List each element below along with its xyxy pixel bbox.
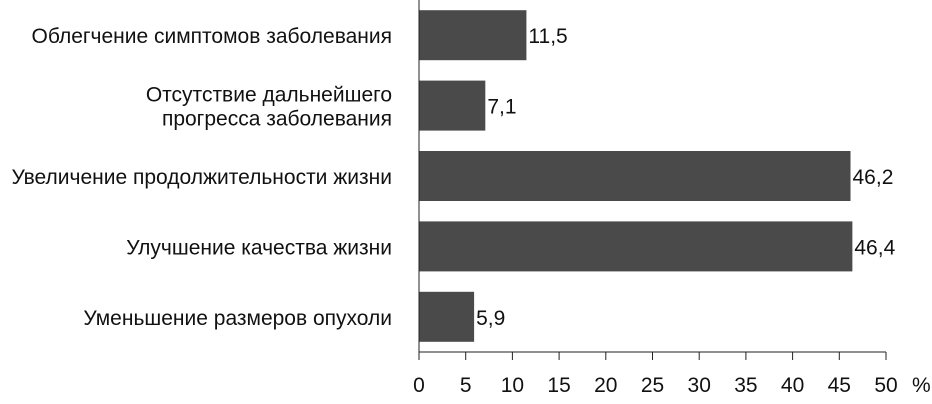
- x-tick-label-8: 40: [781, 374, 804, 397]
- x-tick-label-1: 5: [460, 374, 472, 397]
- category-label-1-line-1: прогресса заболевания: [162, 108, 392, 131]
- value-label-2: 46,2: [853, 166, 894, 189]
- bar-2: [419, 151, 851, 201]
- category-label-3: Улучшение качества жизни: [126, 236, 392, 259]
- x-tick-label-2: 10: [501, 374, 524, 397]
- x-tick-label-0: 0: [413, 374, 425, 397]
- x-tick-label-6: 30: [688, 374, 711, 397]
- bar-1: [419, 80, 486, 131]
- x-axis: 0 5 10 15 20 25 30 35 40 45 50%: [413, 0, 931, 397]
- bar-3: [419, 221, 853, 272]
- category-label-2: Увеличение продолжительности жизни: [11, 166, 392, 189]
- category-label-1-line-0: Отсутствие дальнейшего: [146, 84, 392, 107]
- bar-4: [419, 291, 475, 342]
- x-tick-label-7: 35: [734, 374, 757, 397]
- value-label-0: 11,5: [528, 25, 567, 48]
- value-label-4: 5,9: [476, 307, 505, 330]
- x-tick-label-10: 50: [874, 374, 897, 397]
- value-label-1: 7,1: [487, 96, 516, 119]
- category-label-4: Уменьшение размеров опухоли: [83, 307, 392, 330]
- bars-group: 11,5 7,1 46,2 46,4 5,9: [419, 10, 896, 342]
- value-label-3: 46,4: [854, 236, 895, 259]
- x-tick-label-3: 15: [547, 374, 570, 397]
- category-label-0: Облегчение симптомов заболевания: [32, 25, 392, 48]
- x-axis-unit: %: [912, 374, 931, 397]
- bar-0: [419, 10, 527, 61]
- x-tick-label-4: 20: [594, 374, 617, 397]
- x-tick-label-5: 25: [641, 374, 664, 397]
- category-labels: Облегчение симптомов заболевания Отсутств…: [11, 25, 392, 330]
- x-tick-label-9: 45: [828, 374, 851, 397]
